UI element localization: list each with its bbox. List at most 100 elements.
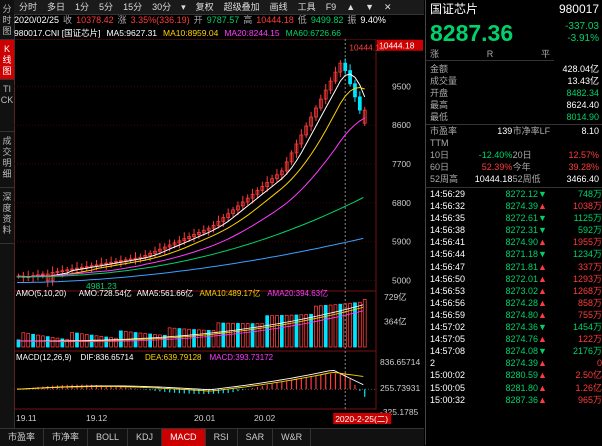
price-change-pct: -3.91% xyxy=(567,33,599,44)
quote-stats: 金额 428.04亿 成交量 13.43亿 开盘 8482.34 最高 8624.40 最低 80… xyxy=(426,63,602,123)
candle-body xyxy=(240,201,245,207)
volume-legend-item: AMO:728.54亿 xyxy=(79,288,132,298)
volume-bar xyxy=(348,302,352,348)
tick-row: 14:56:56 8274.28 ▲ 858万 xyxy=(430,297,602,308)
candle-body xyxy=(338,62,343,73)
candle-body xyxy=(284,161,289,172)
volume-legend-item: AMA5:561.66亿 xyxy=(137,288,193,298)
volume-bar xyxy=(16,339,21,348)
candle-body xyxy=(172,242,177,246)
toolbar-item-3[interactable]: 5分 xyxy=(99,2,114,12)
stat-row: 开盘 8482.34 xyxy=(430,88,599,98)
toolbar-item-1[interactable]: 多日 xyxy=(47,2,66,12)
amplitude-value: 9.40% xyxy=(360,15,386,25)
volume-bar xyxy=(75,332,79,348)
indicator-tab-rsi[interactable]: RSI xyxy=(206,429,238,446)
candle-body xyxy=(55,271,60,273)
indicator-tab-市净率[interactable]: 市净率 xyxy=(44,429,89,446)
toolbar-item-9[interactable]: 画线 xyxy=(269,2,288,12)
low-value: 9499.82 xyxy=(310,15,344,25)
toolbar-item-14[interactable]: ✕ xyxy=(384,2,392,12)
ma20-value: MA20:8244.15 xyxy=(224,28,280,38)
candle-body xyxy=(75,267,79,270)
candle-body xyxy=(84,266,89,268)
toolbar-item-11[interactable]: F9 xyxy=(325,2,337,12)
toolbar-item-8[interactable]: 超级叠加 xyxy=(223,2,260,12)
indicator-tab-macd[interactable]: MACD xyxy=(162,429,206,446)
x-axis-label: 19.11 xyxy=(16,413,37,423)
volume-bar xyxy=(197,329,201,348)
tick-list[interactable]: 14:56:29 8272.12 ▼ 748万 14:56:32 8274.39 ▲ 1038… xyxy=(426,187,602,406)
high-value: 10444.18 xyxy=(256,15,294,25)
volume-bar xyxy=(250,323,255,348)
volume-axis-label: 364亿 xyxy=(384,317,407,327)
volume-legend-item: AMO(5,10,20) xyxy=(16,289,67,298)
candle-body xyxy=(309,116,313,127)
candle-body xyxy=(138,256,143,259)
candle-body xyxy=(70,268,74,271)
toolbar-item-0[interactable]: 分时 xyxy=(19,2,38,12)
price-info-bar: 2020/02/25 收 10378.42 涨 3.35%(336.19) 开 … xyxy=(14,14,424,27)
candle-body xyxy=(275,174,279,180)
high-label: 高 xyxy=(243,15,253,25)
last-price: 8287.36 xyxy=(430,20,514,46)
toolbar-item-12[interactable]: ▲ xyxy=(346,2,356,12)
indicator-tab-boll[interactable]: BOLL xyxy=(88,429,129,446)
volume-bar xyxy=(65,339,70,348)
x-axis-label: 20.01 xyxy=(194,413,216,423)
volume-bars xyxy=(16,299,367,348)
volume-bar xyxy=(231,322,235,348)
tab-trade-details[interactable]: 成交明细 xyxy=(0,132,14,188)
candle-body xyxy=(143,255,148,258)
volume-bar xyxy=(318,305,323,348)
volume-bar xyxy=(192,329,196,348)
volume-bar xyxy=(153,334,157,348)
indicator-tab-kdj[interactable]: KDJ xyxy=(128,429,163,446)
macd-legend-item: DEA:639.79128 xyxy=(145,353,202,362)
tab-kline[interactable]: K线图 xyxy=(0,40,14,80)
candle-body xyxy=(299,134,304,145)
candle-body xyxy=(206,227,211,231)
toolbar-item-10[interactable]: 工具 xyxy=(297,2,316,12)
tab-depth-data[interactable]: 深度资料 xyxy=(0,188,14,244)
tick-row: 15:00:02 8280.59 ▲ 2.50亿 xyxy=(430,370,602,381)
candle-body xyxy=(177,240,182,244)
volume-legend-item: AMA20:394.63亿 xyxy=(267,288,328,298)
indicator-tab-市盈率[interactable]: 市盈率 xyxy=(0,429,45,446)
badge-r: R xyxy=(486,49,494,59)
candle-body xyxy=(216,221,221,226)
toolbar-item-4[interactable]: 15分 xyxy=(123,2,143,12)
candle-body xyxy=(128,258,133,261)
candle-body xyxy=(250,193,255,199)
candle-body xyxy=(65,269,70,272)
macd-legend-item: MACD(12,26,9) xyxy=(16,353,72,362)
candle-body xyxy=(255,189,260,195)
volume-bar xyxy=(289,314,294,348)
volume-bar xyxy=(114,337,118,348)
price-block: 8287.36 -337.03 -3.91% xyxy=(426,18,602,48)
volume-bar xyxy=(279,315,284,348)
toolbar-item-7[interactable]: 复权 xyxy=(195,2,214,12)
candle-body xyxy=(304,125,309,136)
indicator-tab-sar[interactable]: SAR xyxy=(238,429,274,446)
indicator-tab-w&r[interactable]: W&R xyxy=(273,429,312,446)
tab-timeshare[interactable]: 分时图 xyxy=(0,0,14,40)
dif-line xyxy=(16,370,364,391)
volume-bar xyxy=(284,314,289,348)
toolbar-item-13[interactable]: ▼ xyxy=(365,2,375,12)
volume-ma-line xyxy=(17,304,364,342)
kline-chart[interactable]: 10444.18 9500 8600 7700 6800 5900 5000 10444.18… xyxy=(14,39,424,428)
toolbar-item-5[interactable]: 30分 xyxy=(152,2,172,12)
candle-body xyxy=(104,262,109,265)
candle-body xyxy=(314,107,318,118)
candle-body xyxy=(45,273,50,282)
tab-tick[interactable]: TICK xyxy=(0,80,14,132)
toolbar-item-6[interactable]: ▾ xyxy=(181,2,186,12)
stat-row: 最低 8014.90 xyxy=(430,112,599,122)
candle-body xyxy=(119,260,123,263)
candle-body xyxy=(333,71,338,82)
candle-body xyxy=(353,83,357,98)
toolbar-item-2[interactable]: 1分 xyxy=(75,2,90,12)
y-axis-label: 8600 xyxy=(392,120,411,130)
ma120-line xyxy=(17,237,364,283)
